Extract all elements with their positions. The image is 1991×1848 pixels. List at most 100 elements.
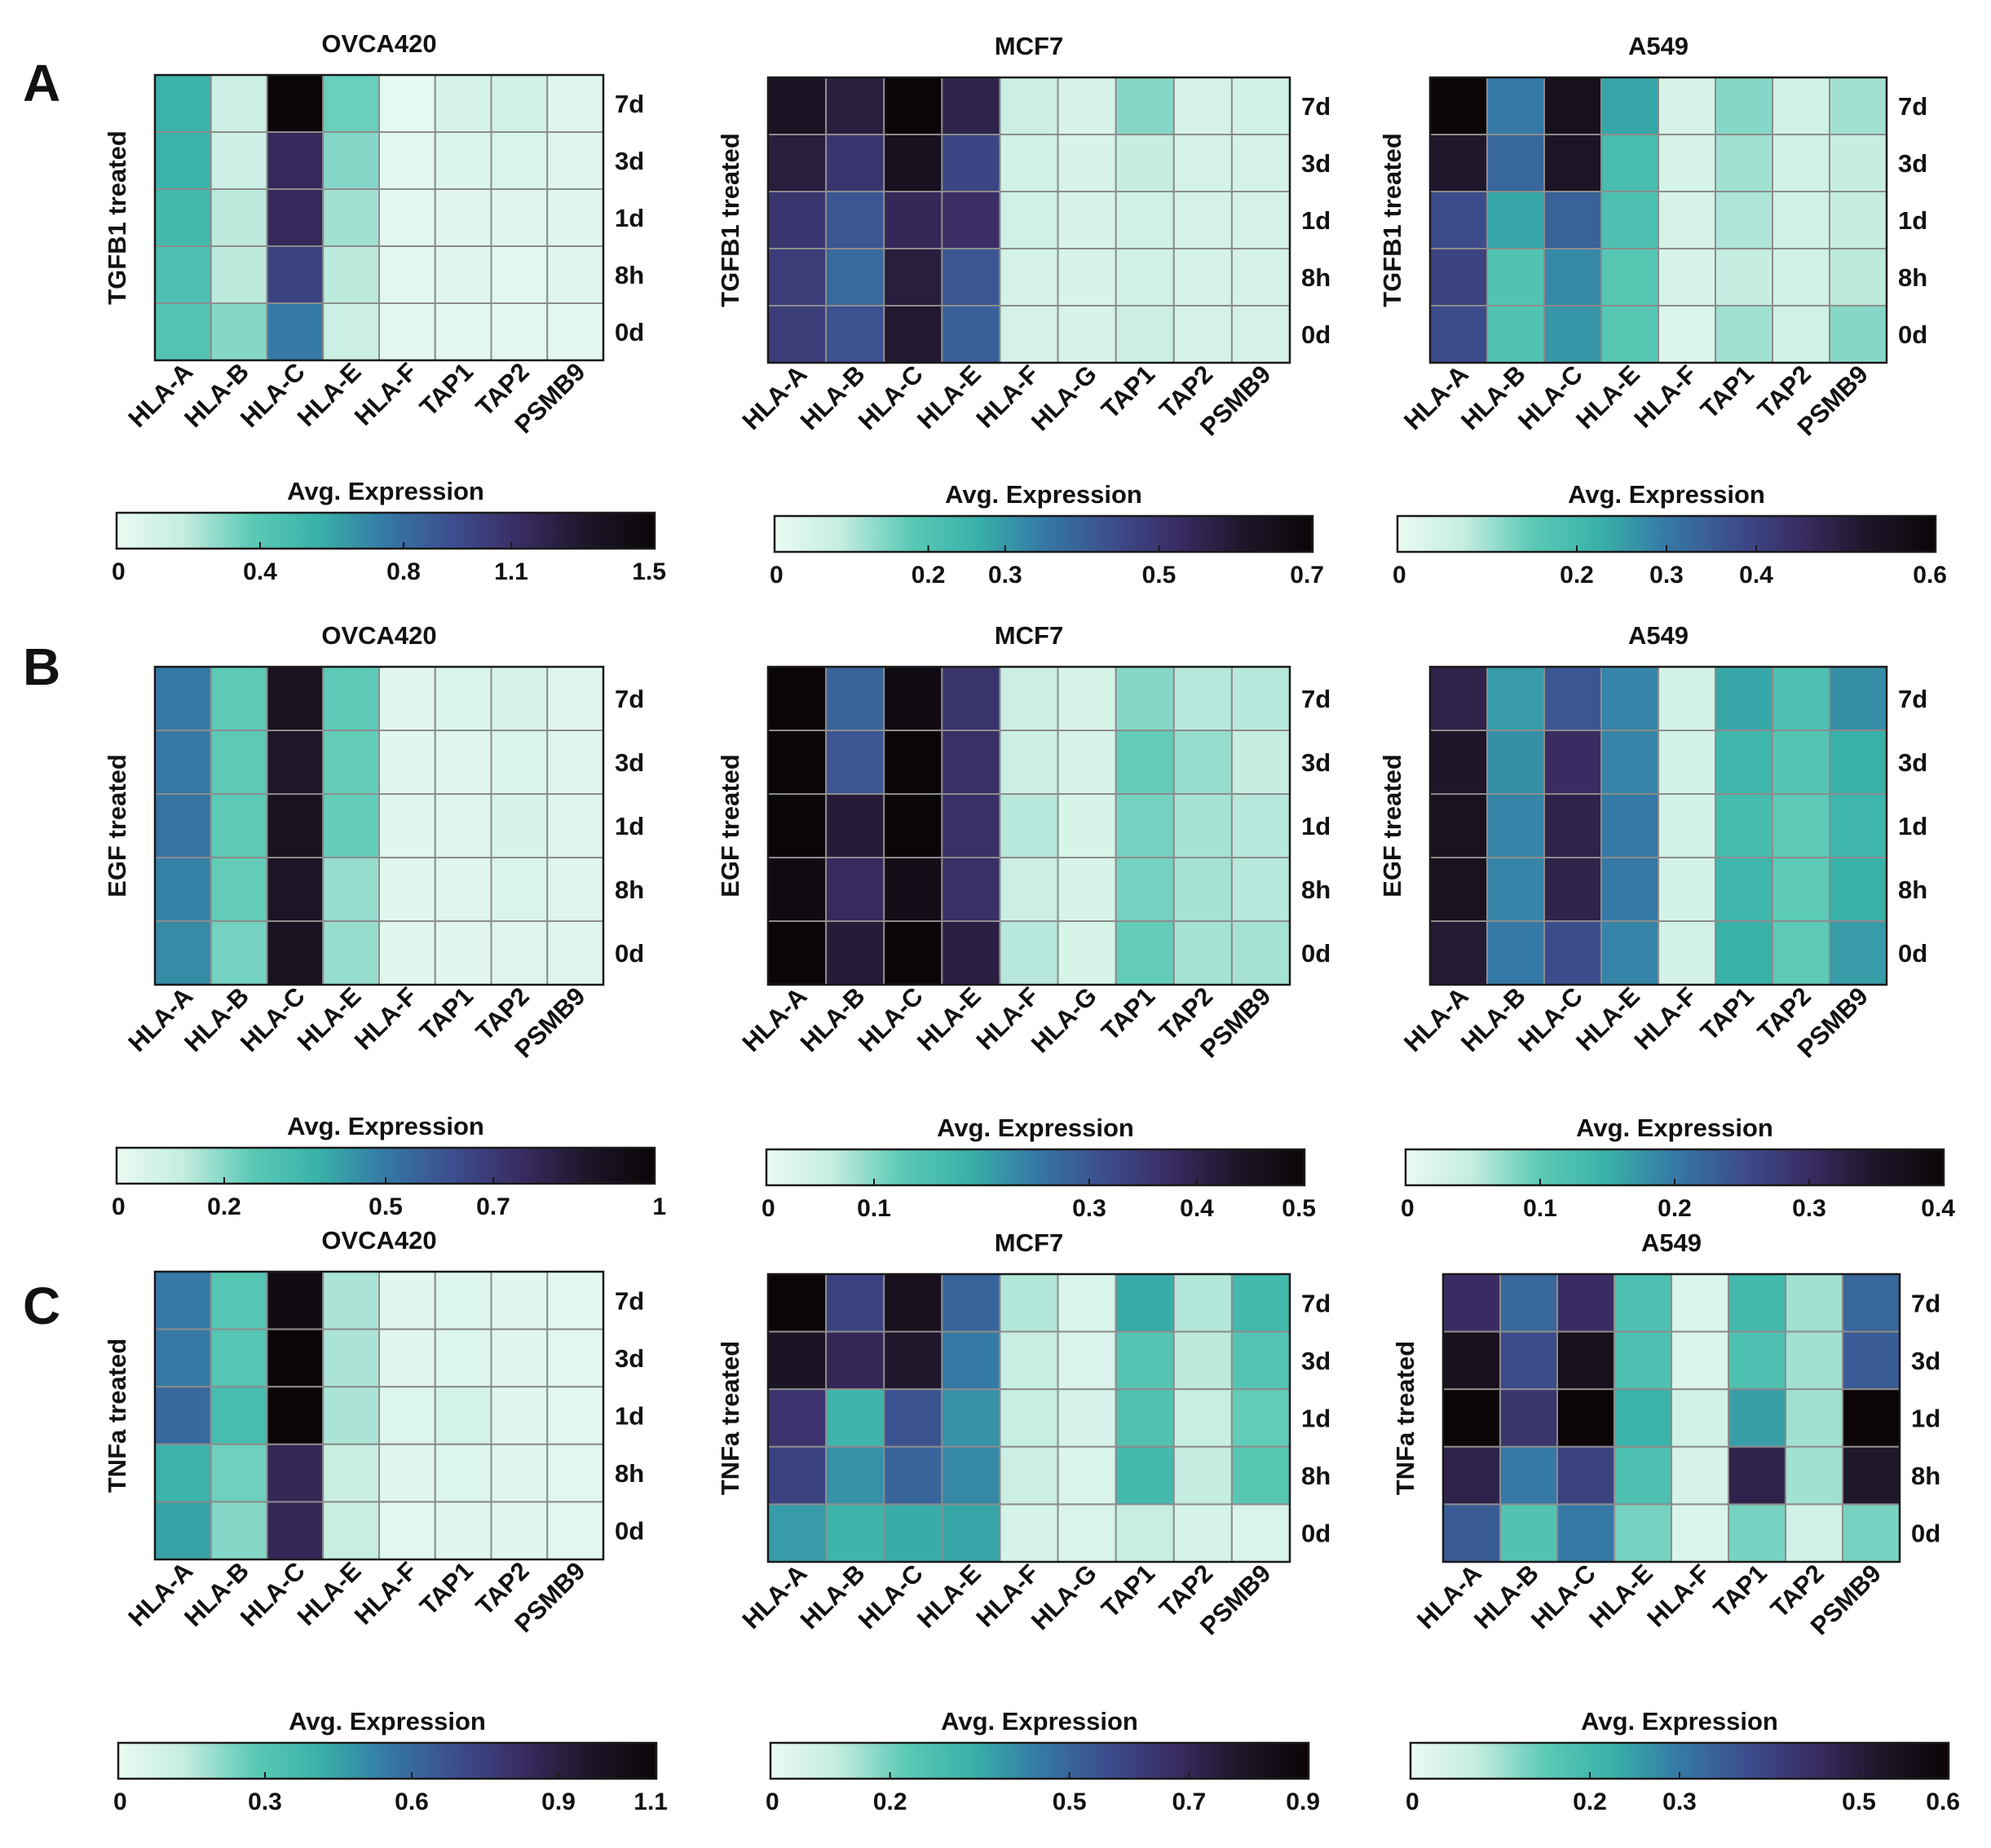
heatmap-cell bbox=[1172, 191, 1233, 249]
heatmap-cell bbox=[1658, 248, 1716, 307]
heatmap-cell bbox=[210, 245, 268, 304]
heatmap-cell bbox=[1057, 1388, 1117, 1448]
column-label: HLA-G bbox=[1026, 981, 1102, 1058]
heatmap-title: MCF7 bbox=[995, 32, 1063, 60]
heatmap-cell bbox=[1442, 1445, 1501, 1506]
heatmap-cell bbox=[767, 134, 828, 192]
heatmap-cell bbox=[1842, 1330, 1900, 1391]
heatmap-panel-c-a549: A5497d3d1d8h0dHLA-AHLA-BHLA-CHLA-EHLA-FT… bbox=[1391, 1228, 1960, 1815]
heatmap-cell bbox=[941, 134, 1001, 192]
heatmap-cell bbox=[1829, 920, 1887, 986]
heatmap-cell bbox=[322, 730, 380, 795]
heatmap-cell bbox=[378, 730, 436, 795]
heatmap-cell bbox=[1715, 666, 1773, 731]
column-label: HLA-E bbox=[292, 1556, 367, 1631]
heatmap-cell bbox=[546, 74, 604, 133]
heatmap-cell bbox=[322, 245, 380, 304]
column-label: HLA-B bbox=[1455, 359, 1531, 435]
heatmap-cell bbox=[266, 666, 324, 731]
colorbar-tick-label: 0.4 bbox=[1921, 1195, 1955, 1222]
colorbar-tick-label: 1.1 bbox=[494, 558, 528, 585]
heatmap-cell bbox=[1429, 920, 1488, 986]
heatmap-cell bbox=[378, 666, 436, 731]
column-label: HLA-F bbox=[349, 1556, 422, 1630]
heatmap-cell bbox=[1172, 666, 1233, 731]
heatmap-cell bbox=[1115, 248, 1175, 307]
heatmap-cell bbox=[1486, 920, 1545, 986]
column-label: HLA-C bbox=[235, 981, 311, 1057]
heatmap-cell bbox=[1057, 920, 1117, 986]
heatmap-cell bbox=[1230, 1388, 1291, 1448]
heatmap-cell bbox=[1057, 305, 1117, 364]
heatmap-cell bbox=[1728, 1330, 1786, 1391]
heatmap-cell bbox=[210, 1501, 268, 1561]
column-label: TAP1 bbox=[1708, 1559, 1772, 1623]
heatmap-cell bbox=[883, 134, 943, 192]
heatmap-cell bbox=[1499, 1330, 1558, 1391]
heatmap-cell bbox=[1499, 1388, 1558, 1448]
heatmap-cell bbox=[154, 666, 212, 731]
heatmap-cell bbox=[490, 793, 549, 858]
heatmap-cell bbox=[941, 248, 1001, 307]
heatmap-panel-c-ovca420: OVCA4207d3d1d8h0dHLA-AHLA-BHLA-CHLA-EHLA… bbox=[103, 1226, 668, 1815]
heatmap-cell bbox=[1172, 857, 1233, 922]
row-label: 1d bbox=[1301, 206, 1331, 235]
heatmap-cell bbox=[210, 1328, 268, 1388]
heatmap-cell bbox=[1486, 666, 1545, 731]
heatmap-cell bbox=[941, 730, 1001, 795]
heatmap-cell bbox=[825, 920, 885, 986]
heatmap-cell bbox=[266, 920, 324, 986]
colorbar-tick-label: 0 bbox=[1406, 1788, 1419, 1815]
heatmap-cell bbox=[1057, 793, 1117, 858]
colorbar-tick-label: 0 bbox=[1393, 562, 1406, 589]
heatmap-cell bbox=[1614, 1445, 1672, 1506]
heatmap-cell bbox=[1230, 730, 1291, 795]
heatmap-cell bbox=[1172, 1445, 1233, 1506]
heatmap-cell bbox=[154, 74, 212, 133]
heatmap-cell bbox=[266, 1271, 324, 1330]
colorbar-title: Avg. Expression bbox=[287, 477, 484, 505]
heatmap-cell bbox=[825, 1503, 885, 1564]
heatmap-cell bbox=[322, 131, 380, 190]
heatmap-cell bbox=[999, 1273, 1059, 1333]
column-label: HLA-A bbox=[1398, 981, 1474, 1057]
heatmap-cell bbox=[883, 666, 943, 731]
y-axis-label: EGF treated bbox=[103, 754, 131, 898]
heatmap-cell bbox=[1230, 1503, 1291, 1564]
column-label: HLA-A bbox=[737, 981, 813, 1057]
heatmap-cell bbox=[1715, 191, 1773, 249]
colorbar-tick-label: 0 bbox=[766, 1788, 779, 1815]
colorbar-frame bbox=[117, 1741, 658, 1780]
row-label: 1d bbox=[1911, 1405, 1940, 1433]
heatmap-cell bbox=[1785, 1330, 1843, 1391]
row-label: 0d bbox=[615, 318, 644, 346]
heatmap-cell bbox=[1842, 1273, 1900, 1333]
heatmap-cell bbox=[154, 188, 212, 247]
heatmap-cell bbox=[825, 793, 885, 858]
colorbar-gradient bbox=[118, 1743, 656, 1779]
heatmap-cell bbox=[266, 1443, 324, 1503]
heatmap-cell bbox=[1556, 1330, 1615, 1391]
colorbar-tick-label: 0.6 bbox=[1913, 562, 1947, 589]
heatmap-cell bbox=[1829, 248, 1887, 307]
heatmap-cell bbox=[490, 74, 549, 133]
heatmap-cell bbox=[1230, 920, 1291, 986]
heatmap-cell bbox=[154, 730, 212, 795]
heatmap-frame bbox=[766, 76, 1291, 364]
heatmap-cell bbox=[825, 1273, 885, 1333]
heatmap-cell bbox=[1543, 793, 1602, 858]
column-label: HLA-B bbox=[1468, 1559, 1544, 1634]
heatmap-cell bbox=[1829, 857, 1887, 922]
heatmap-cell bbox=[266, 302, 324, 361]
heatmap-cell bbox=[1057, 77, 1117, 135]
heatmap-panel-a-a549: A5497d3d1d8h0dHLA-AHLA-BHLA-CHLA-EHLA-FT… bbox=[1378, 32, 1947, 589]
column-label: HLA-F bbox=[1641, 1559, 1715, 1632]
row-label: 8h bbox=[615, 875, 644, 904]
heatmap-cell bbox=[1829, 305, 1887, 364]
row-label: 0d bbox=[1898, 939, 1927, 968]
heatmap-cell bbox=[1486, 305, 1545, 364]
column-label: TAP1 bbox=[1096, 1559, 1160, 1623]
heatmap-cell bbox=[1230, 857, 1291, 922]
panel-letter-b: B bbox=[23, 637, 60, 696]
heatmap-cell bbox=[1772, 793, 1830, 858]
